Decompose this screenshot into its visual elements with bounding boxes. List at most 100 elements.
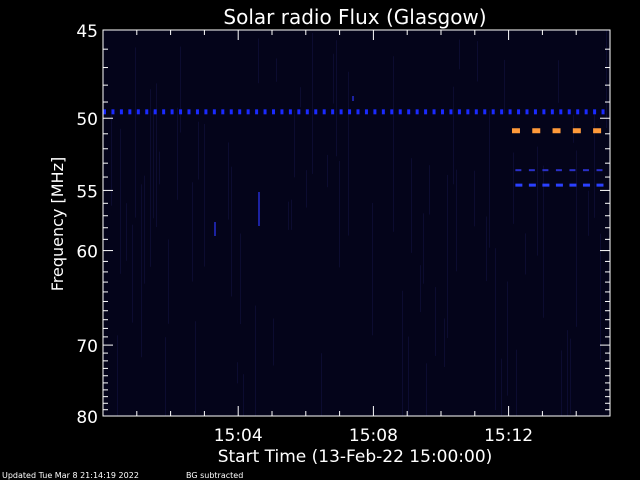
emission-53mhz-segment xyxy=(528,169,535,172)
band-50mhz-segment xyxy=(593,109,597,115)
band-50mhz-segment xyxy=(322,109,326,115)
noise-streak xyxy=(393,56,394,232)
band-50mhz-segment xyxy=(212,109,216,115)
emission-55mhz-segment xyxy=(528,183,536,187)
noise-streak xyxy=(312,32,313,174)
band-50mhz-segment xyxy=(500,109,504,115)
noise-streak xyxy=(111,114,112,206)
noise-streak xyxy=(352,96,354,101)
y-tick-label: 55 xyxy=(76,182,98,202)
band-50mhz-segment xyxy=(170,109,174,115)
y-axis-label: Frequency [MHz] xyxy=(48,157,67,291)
band-50mhz-segment xyxy=(103,109,106,115)
noise-streak xyxy=(495,248,496,411)
emission-51mhz-segment xyxy=(593,128,602,134)
emission-51mhz-segment xyxy=(511,128,520,134)
noise-streak xyxy=(423,213,424,284)
noise-streak xyxy=(444,318,445,367)
band-50mhz-segment xyxy=(517,109,521,115)
emission-51mhz-segment xyxy=(572,128,581,134)
emission-55mhz-segment xyxy=(596,183,604,187)
band-50mhz-segment xyxy=(373,109,377,115)
noise-streak xyxy=(420,265,421,313)
band-50mhz-segment xyxy=(381,109,385,115)
noise-streak xyxy=(231,166,232,297)
noise-streak xyxy=(321,353,322,416)
noise-streak xyxy=(408,336,409,416)
noise-streak xyxy=(411,158,412,253)
band-50mhz-segment xyxy=(432,109,436,115)
noise-streak xyxy=(150,89,151,267)
noise-streak xyxy=(273,318,274,366)
noise-streak xyxy=(543,165,544,318)
y-tick-label: 45 xyxy=(76,22,98,42)
noise-streak xyxy=(333,53,334,104)
band-50mhz-segment xyxy=(280,109,284,115)
noise-streak xyxy=(156,83,157,228)
noise-streak xyxy=(126,203,127,261)
band-50mhz-segment xyxy=(533,109,537,115)
noise-streak xyxy=(117,335,118,416)
band-50mhz-segment xyxy=(584,109,588,115)
emission-53mhz-segment xyxy=(582,169,589,172)
noise-streak xyxy=(120,128,121,274)
band-50mhz-segment xyxy=(348,109,352,115)
noise-streak xyxy=(567,330,568,416)
band-50mhz-segment xyxy=(474,109,478,115)
band-50mhz-segment xyxy=(153,109,157,115)
noise-streak xyxy=(447,174,448,338)
plot-area xyxy=(102,29,611,417)
emission-53mhz-segment xyxy=(555,169,562,172)
noise-streak xyxy=(195,321,196,414)
noise-streak xyxy=(180,46,181,133)
y-tick-label: 70 xyxy=(76,337,98,357)
band-50mhz-segment xyxy=(297,109,301,115)
band-50mhz-segment xyxy=(314,109,318,115)
noise-streak xyxy=(570,338,571,414)
band-50mhz-segment xyxy=(128,109,132,115)
band-50mhz-segment xyxy=(229,109,233,115)
band-50mhz-segment xyxy=(390,109,394,115)
band-50mhz-segment xyxy=(364,109,368,115)
noise-streak xyxy=(594,114,595,218)
band-50mhz-segment xyxy=(542,109,546,115)
noise-streak xyxy=(372,202,373,336)
noise-streak xyxy=(489,110,490,248)
noise-streak xyxy=(135,47,136,218)
emission-53mhz-segment xyxy=(542,169,549,172)
emission-55mhz-segment xyxy=(582,183,590,187)
chart-title: Solar radio Flux (Glasgow) xyxy=(223,5,486,29)
band-50mhz-segment xyxy=(576,109,580,115)
band-50mhz-segment xyxy=(246,109,250,115)
noise-streak xyxy=(504,59,505,114)
emission-53mhz-segment xyxy=(569,169,576,172)
noise-streak xyxy=(300,87,301,108)
noise-streak xyxy=(159,151,160,185)
band-50mhz-segment xyxy=(550,109,554,115)
x-tick-label: 15:08 xyxy=(349,426,398,446)
band-50mhz-segment xyxy=(305,109,309,115)
band-50mhz-segment xyxy=(272,109,275,115)
noise-streak xyxy=(132,224,133,323)
plot-background xyxy=(103,30,610,416)
band-50mhz-segment xyxy=(398,109,402,115)
band-50mhz-segment xyxy=(136,109,140,115)
x-axis: 15:04 15:08 15:12 xyxy=(136,30,577,446)
noise-streak xyxy=(402,290,403,416)
band-50mhz-segment xyxy=(339,109,343,115)
band-50mhz-segment xyxy=(441,109,444,115)
noise-streak xyxy=(561,350,562,416)
noise-streak xyxy=(153,110,154,219)
noise-streak xyxy=(237,362,238,384)
y-tick-label: 50 xyxy=(76,110,98,130)
x-tick-label: 15:04 xyxy=(214,426,263,446)
noise-streak xyxy=(258,192,260,226)
noise-streak xyxy=(192,182,193,282)
noise-streak xyxy=(214,222,216,236)
noise-streak xyxy=(558,60,559,103)
y-tick-label: 60 xyxy=(76,243,98,263)
noise-streak xyxy=(348,71,349,236)
band-50mhz-segment xyxy=(457,109,461,115)
band-50mhz-segment xyxy=(255,109,259,115)
